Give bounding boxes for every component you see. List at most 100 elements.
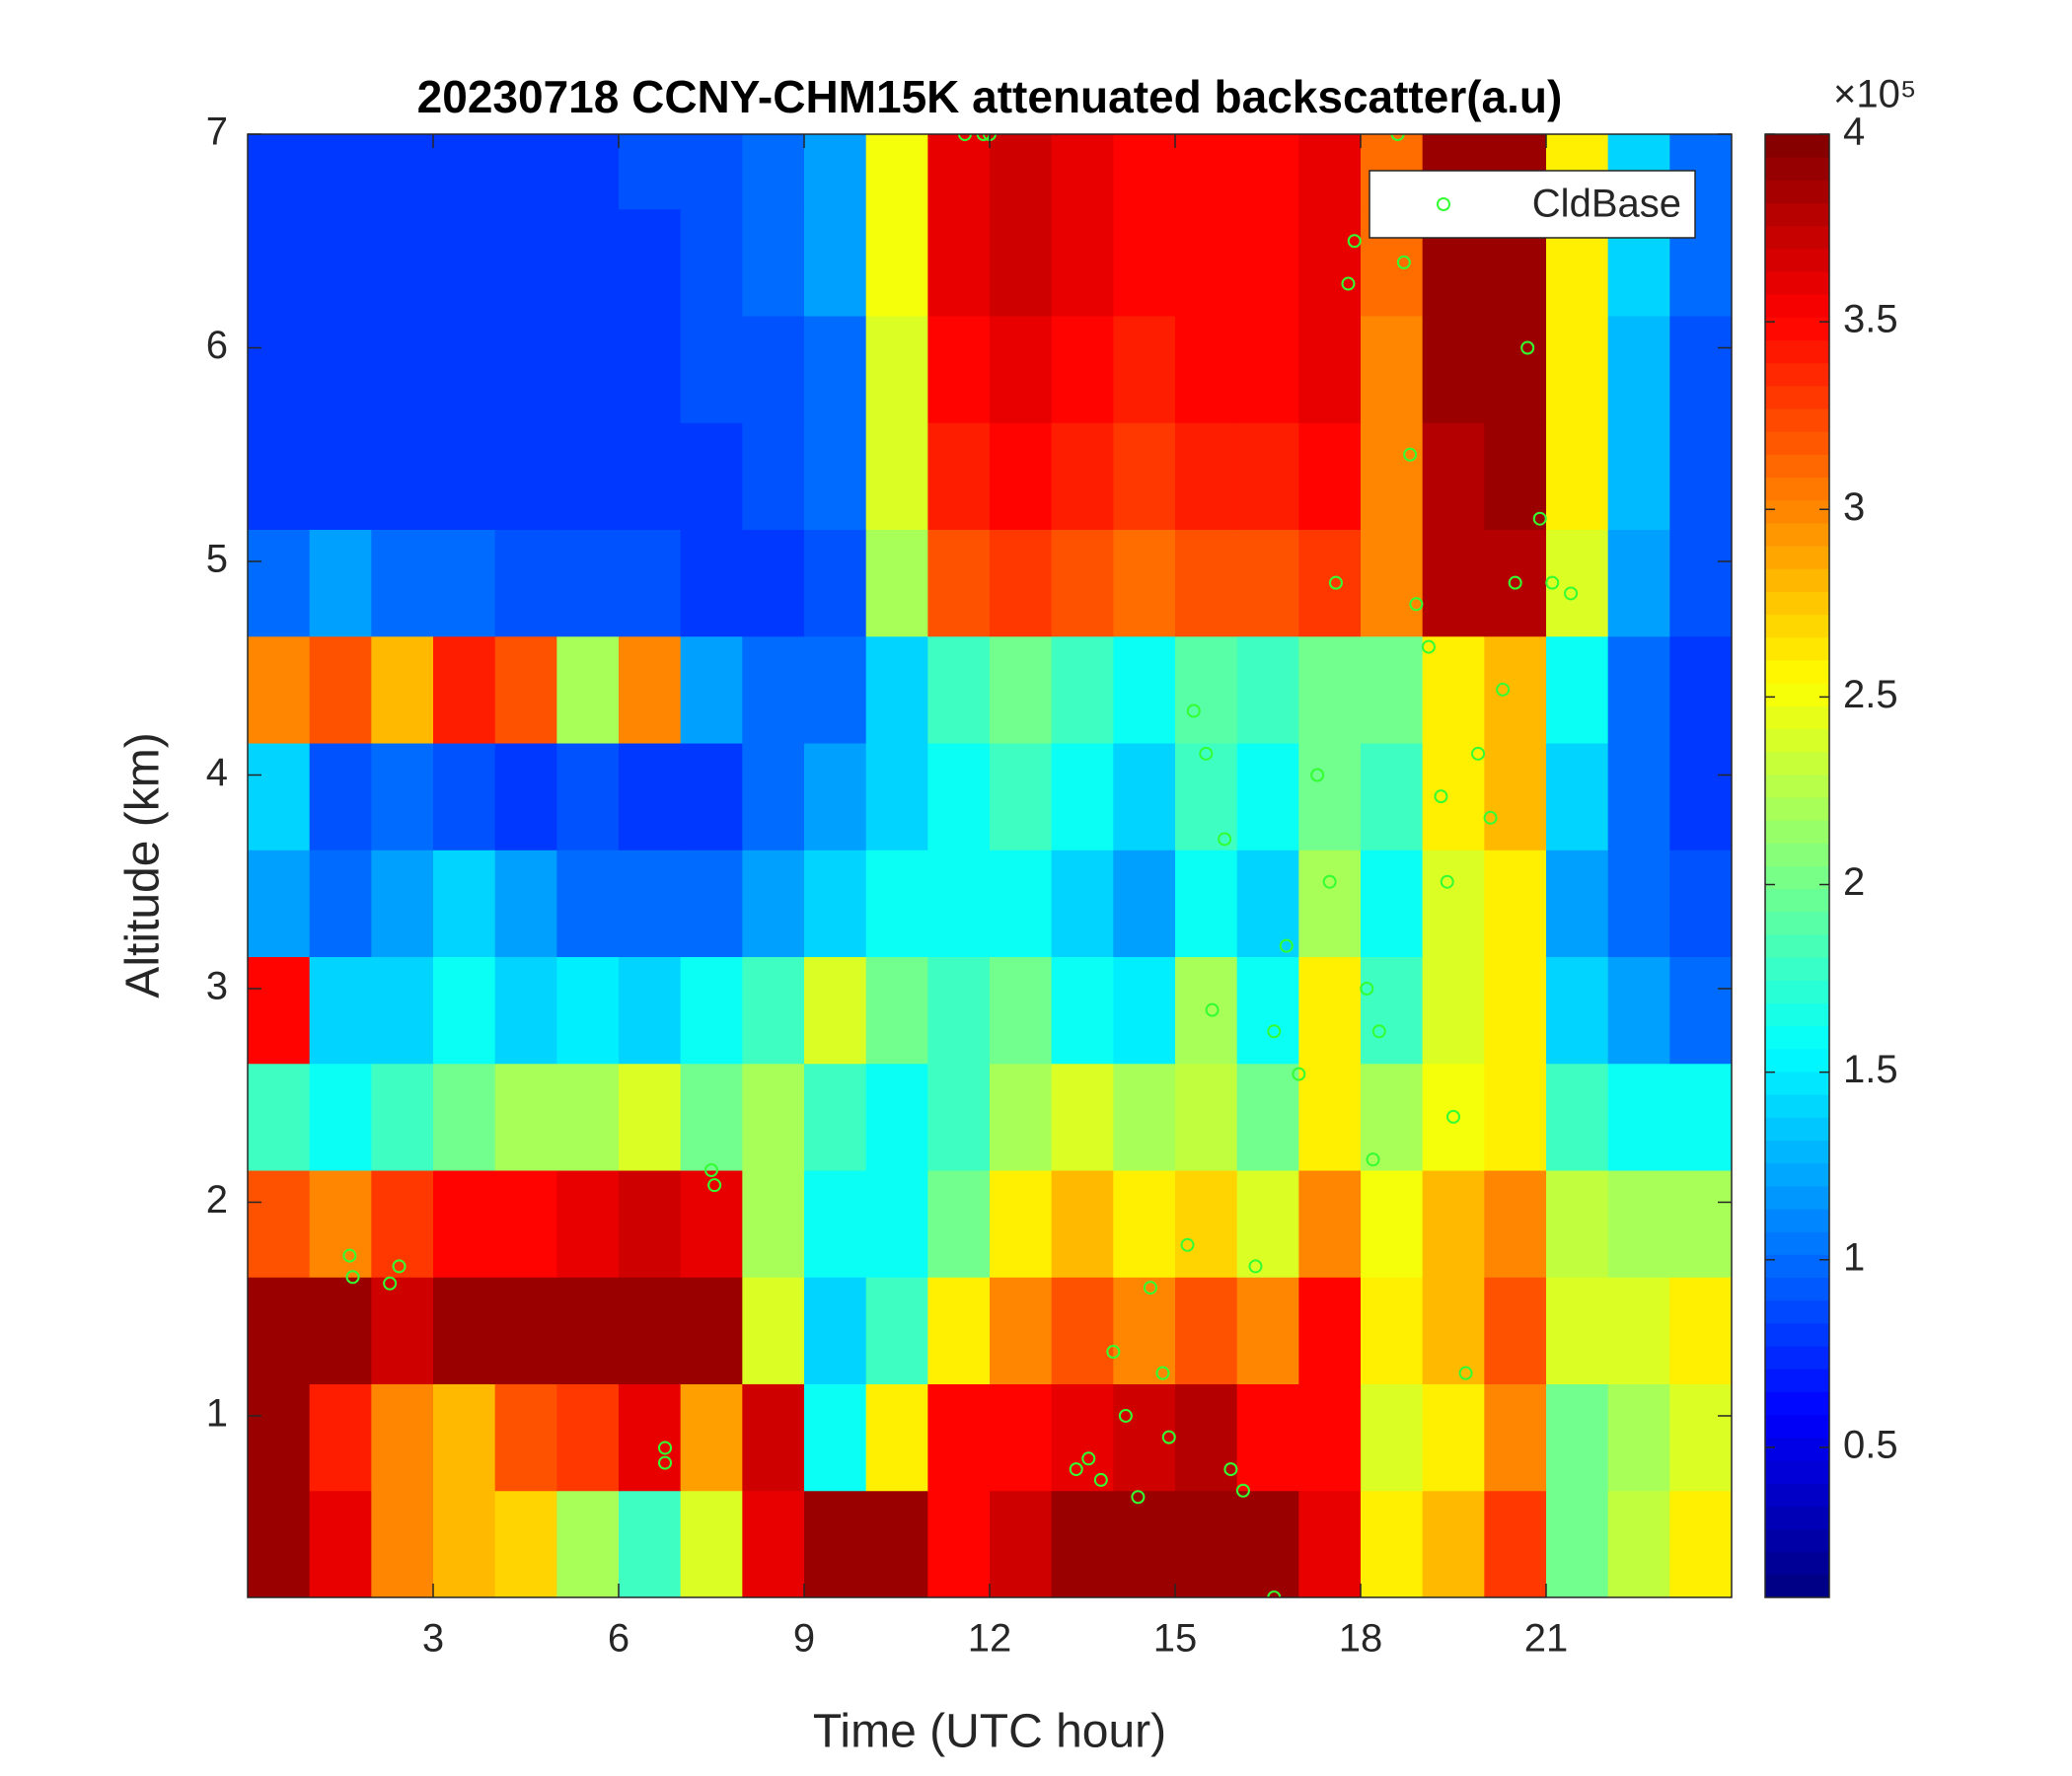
colorbar-tick-label: 3.5: [1843, 298, 1898, 341]
heatmap-cell: [1051, 635, 1114, 744]
heatmap-cell: [1607, 1063, 1670, 1171]
heatmap-cell: [1361, 743, 1424, 851]
heatmap-cell: [309, 134, 372, 210]
heatmap-cell: [494, 956, 557, 1065]
heatmap-cell: [1669, 1383, 1732, 1492]
heatmap-cell: [494, 743, 557, 851]
heatmap-cell: [1298, 1063, 1362, 1171]
cloud-base-point: [1267, 1024, 1282, 1039]
colorbar-band: [1765, 1072, 1829, 1095]
heatmap-cell: [371, 956, 434, 1065]
heatmap-cell: [1051, 422, 1114, 531]
heatmap-cell: [371, 1383, 434, 1492]
heatmap-cell: [804, 316, 867, 423]
colorbar-band: [1765, 1231, 1829, 1255]
heatmap-cell: [680, 1063, 743, 1171]
heatmap-cell: [433, 1170, 496, 1278]
heatmap-cell: [990, 743, 1053, 851]
colorbar-tick-label: 2.5: [1843, 673, 1898, 716]
heatmap-cell: [1236, 208, 1299, 317]
heatmap: [248, 134, 1732, 1597]
colorbar-scale-label: ×10⁵: [1833, 73, 1916, 116]
cloud-base-point: [1180, 1237, 1195, 1252]
heatmap-cell: [309, 956, 372, 1065]
colorbar-band: [1765, 1369, 1829, 1392]
heatmap-cell: [680, 422, 743, 531]
colorbar-band: [1765, 522, 1829, 547]
legend-marker: [1437, 197, 1450, 211]
heatmap-cell: [619, 529, 682, 637]
cloud-base-point: [1520, 340, 1535, 355]
cloud-base-point: [976, 134, 991, 141]
heatmap-cell: [804, 208, 867, 317]
heatmap-cell: [1484, 1170, 1547, 1278]
cloud-base-point: [1371, 1024, 1386, 1039]
cloud-base-point: [1235, 1483, 1250, 1498]
cloud-base-point: [658, 1455, 672, 1470]
heatmap-cell: [1113, 1063, 1176, 1171]
heatmap-cell: [742, 635, 805, 744]
cloud-base-point: [1403, 447, 1418, 462]
heatmap-cell: [1361, 1277, 1424, 1385]
heatmap-cell: [309, 1277, 372, 1385]
heatmap-cell: [556, 208, 620, 317]
heatmap-cell: [1484, 316, 1547, 423]
colorbar-band: [1765, 683, 1829, 706]
colorbar-band: [1765, 180, 1829, 204]
heatmap-cell: [248, 529, 311, 637]
heatmap-cell: [248, 208, 311, 317]
heatmap-cell: [1484, 422, 1547, 531]
heatmap-cell: [680, 956, 743, 1065]
heatmap-cell: [1298, 1170, 1362, 1278]
colorbar-band: [1765, 431, 1829, 455]
heatmap-cell: [865, 422, 928, 531]
heatmap-cell: [1236, 529, 1299, 637]
heatmap-cell: [1175, 208, 1238, 317]
colorbar-band: [1765, 568, 1829, 592]
heatmap-cell: [742, 134, 805, 210]
heatmap-cell: [1361, 1063, 1424, 1171]
heatmap-cell: [804, 850, 867, 958]
heatmap-cell: [1484, 850, 1547, 958]
heatmap-cell: [309, 743, 372, 851]
heatmap-cell: [371, 743, 434, 851]
colorbar-band: [1765, 157, 1829, 181]
cloud-base-point: [342, 1248, 357, 1263]
heatmap-cell: [804, 422, 867, 531]
heatmap-cell: [1051, 1170, 1114, 1278]
colorbar-tick-label: 4: [1843, 111, 1865, 154]
heatmap-cell: [804, 956, 867, 1065]
heatmap-cell: [1607, 635, 1670, 744]
heatmap-cell: [1546, 529, 1609, 637]
heatmap-cell: [1236, 1277, 1299, 1385]
y-tick-label: 2: [206, 1178, 228, 1221]
heatmap-cell: [556, 1170, 620, 1278]
heatmap-cell: [1236, 1063, 1299, 1171]
heatmap-cell: [1175, 1063, 1238, 1171]
colorbar-band: [1765, 636, 1829, 661]
heatmap-cell: [1113, 529, 1176, 637]
colorbar-band: [1765, 499, 1829, 524]
heatmap-cell: [371, 850, 434, 958]
heatmap-cell: [804, 1490, 867, 1597]
heatmap-cell: [1298, 422, 1362, 531]
colorbar-band: [1765, 865, 1829, 890]
x-axis-label: Time (UTC hour): [813, 1706, 1166, 1758]
cloud-base-point: [1390, 134, 1405, 141]
heatmap-cell: [433, 956, 496, 1065]
heatmap-cell: [1361, 1170, 1424, 1278]
heatmap-cell: [619, 1490, 682, 1597]
heatmap-cell: [990, 208, 1053, 317]
heatmap-cell: [1546, 1063, 1609, 1171]
heatmap-cell: [248, 1170, 311, 1278]
colorbar-band: [1765, 1528, 1829, 1553]
cloud-base-point: [1458, 1366, 1473, 1380]
heatmap-cell: [433, 1063, 496, 1171]
heatmap-cell: [865, 743, 928, 851]
heatmap-cell: [990, 422, 1053, 531]
heatmap-cell: [1298, 956, 1362, 1065]
colorbar-band: [1765, 1551, 1829, 1576]
heatmap-cell: [371, 635, 434, 744]
heatmap-cell: [371, 1490, 434, 1597]
